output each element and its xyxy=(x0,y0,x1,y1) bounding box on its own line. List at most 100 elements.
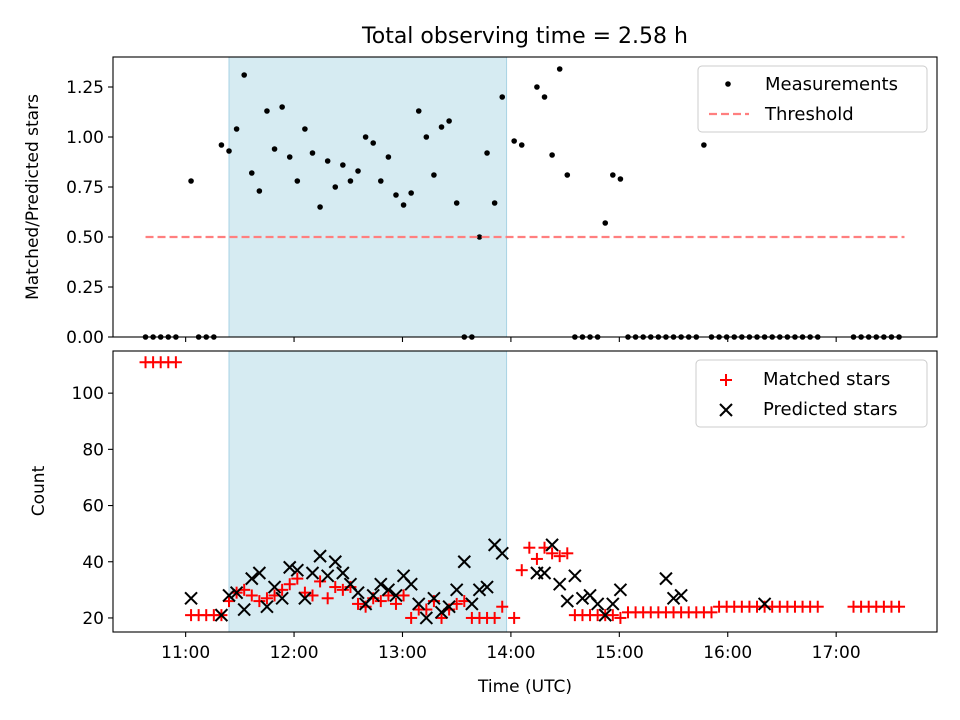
bottom-panel: 20 40 60 80 100 11:00 12:00 13:00 14:00 15:00 16:… xyxy=(29,350,938,697)
predicted-star-point xyxy=(465,597,479,611)
matched-star-point xyxy=(523,541,536,554)
bottom-panel-frame xyxy=(112,350,938,633)
matched-star-point xyxy=(352,597,365,610)
measurement-point xyxy=(549,152,555,158)
y-tick-label: 60 xyxy=(82,497,104,517)
bottom-legend-box xyxy=(695,359,928,428)
matched-star-point xyxy=(553,550,566,563)
matched-star-point xyxy=(314,575,327,588)
measurement-point xyxy=(491,200,498,206)
predicted-star-point xyxy=(457,555,471,569)
predicted-star-point xyxy=(757,597,772,611)
predicted-star-point xyxy=(381,583,396,597)
predicted-star-point xyxy=(598,608,612,622)
y-tick-label: 40 xyxy=(82,553,104,573)
predicted-star-point xyxy=(666,591,681,605)
predicted-star-point xyxy=(606,597,620,611)
predicted-star-point xyxy=(260,600,274,614)
matched-star-point xyxy=(382,589,395,602)
x-tick-label: 15:00 xyxy=(595,643,644,663)
measurement-point xyxy=(534,84,540,90)
predicted-star-point xyxy=(283,560,297,575)
predicted-star-point xyxy=(245,571,259,586)
predicted-star-point xyxy=(214,608,229,622)
measurement-point xyxy=(378,178,384,184)
matched-star-point xyxy=(606,609,619,622)
predicted-star-point xyxy=(336,566,350,580)
x-tick-label: 11:00 xyxy=(161,643,210,663)
matched-star-point xyxy=(614,611,627,624)
measurement-point xyxy=(476,234,483,240)
bottom-panel-y-ticks: 20 40 60 80 100 xyxy=(72,384,113,629)
measurement-point xyxy=(264,108,270,114)
bottom-panel-y-label: Count xyxy=(29,465,49,516)
measurement-point xyxy=(241,72,247,78)
measurement-point xyxy=(324,158,331,164)
x-tick-label: 13:00 xyxy=(378,643,427,663)
predicted-star-point xyxy=(659,571,673,586)
bottom-legend: Matched stars Predicted stars xyxy=(695,359,928,428)
predicted-star-point xyxy=(184,591,198,605)
top-panel-y-ticks: 0.00 0.25 0.50 0.75 1.00 1.25 xyxy=(66,78,113,348)
x-axis-label: Time (UTC) xyxy=(477,677,572,697)
measurement-point xyxy=(248,170,255,176)
measurement-point xyxy=(499,94,506,100)
top-legend: Measurements Threshold xyxy=(697,65,928,133)
predicted-star-point xyxy=(389,588,403,603)
predicted-star-point xyxy=(252,566,267,580)
measurement-point xyxy=(385,154,392,160)
predicted-star-point xyxy=(434,605,449,620)
matched-star-point xyxy=(389,597,402,610)
predicted-star-point xyxy=(575,591,590,605)
y-tick-label: 80 xyxy=(82,440,104,460)
measurement-point xyxy=(408,190,414,196)
measurement-point xyxy=(294,178,301,184)
measurement-point xyxy=(279,104,285,110)
y-tick-label: 0.00 xyxy=(66,328,104,348)
top-panel-y-label: Matched/Predicted stars xyxy=(23,94,43,300)
predicted-star-point xyxy=(442,600,456,614)
matched-star-point xyxy=(321,592,334,605)
top-panel-x-ticks xyxy=(185,337,837,342)
matched-star-point xyxy=(253,595,266,608)
measurement-point xyxy=(271,146,278,152)
predicted-star-point xyxy=(404,577,418,591)
measurement-point xyxy=(400,202,407,208)
matched-star-point xyxy=(435,611,448,624)
predicted-star-point xyxy=(374,577,388,591)
y-tick-label: 0.75 xyxy=(66,178,104,198)
matched-star-point xyxy=(488,611,501,624)
y-tick-label: 100 xyxy=(72,384,104,404)
predicted-star-point xyxy=(412,597,426,611)
measurement-point xyxy=(393,192,399,198)
x-tick-label: 14:00 xyxy=(486,643,535,663)
predicted-star-point xyxy=(320,569,335,583)
matched-star-point xyxy=(245,589,258,602)
predicted-star-point xyxy=(427,591,441,605)
y-tick-label: 1.25 xyxy=(66,78,104,98)
predicted-star-point xyxy=(472,583,487,597)
x-tick-label: 16:00 xyxy=(703,643,752,663)
matched-star-point xyxy=(705,606,718,619)
legend-matched-marker xyxy=(720,374,732,386)
matched-star-point xyxy=(374,595,387,608)
matched-star-point xyxy=(811,600,824,613)
measurement-point xyxy=(602,220,609,226)
measurement-point xyxy=(511,138,517,144)
measurement-point xyxy=(340,162,346,168)
predicted-star-point xyxy=(613,583,628,597)
measurement-point xyxy=(431,172,437,178)
measurement-point xyxy=(556,66,563,72)
measurement-point xyxy=(332,184,339,190)
top-legend-box xyxy=(697,65,928,133)
predicted-star-point xyxy=(560,594,574,608)
predicted-star-point xyxy=(419,611,434,625)
predicted-star-point xyxy=(495,546,509,561)
measurement-point xyxy=(610,172,616,178)
measurement-point xyxy=(438,124,445,130)
predicted-star-point xyxy=(590,597,605,611)
matched-star-point xyxy=(169,356,182,369)
top-panel: 0.00 0.25 0.50 0.75 1.00 1.25 Matched/Predict… xyxy=(23,56,938,348)
matched-star-point xyxy=(283,578,296,591)
measurement-point xyxy=(347,178,354,184)
